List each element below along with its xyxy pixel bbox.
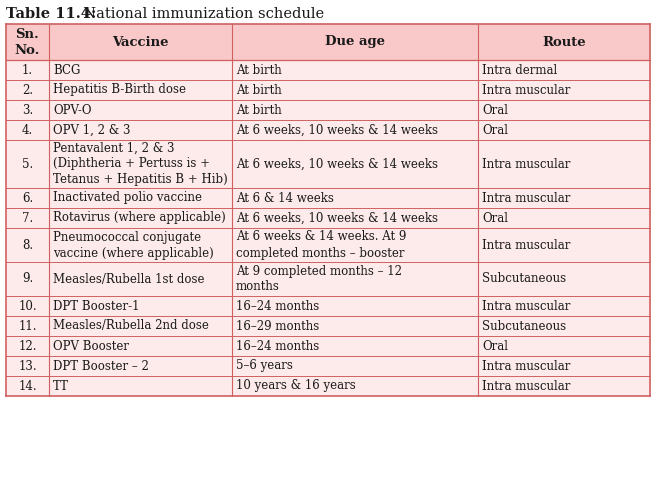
Text: At 6 weeks, 10 weeks & 14 weeks: At 6 weeks, 10 weeks & 14 weeks (236, 212, 438, 225)
Text: At 6 weeks & 14 weeks. At 9
completed months – booster: At 6 weeks & 14 weeks. At 9 completed mo… (236, 231, 406, 259)
Text: 10.: 10. (18, 299, 37, 312)
Text: 13.: 13. (18, 359, 37, 372)
Text: OPV 1, 2 & 3: OPV 1, 2 & 3 (53, 123, 131, 137)
Text: Measles/Rubella 1st dose: Measles/Rubella 1st dose (53, 272, 205, 285)
Bar (6, 336, 650, 356)
Text: 2.: 2. (22, 83, 33, 96)
Text: BCG: BCG (53, 63, 81, 76)
Text: 16–29 months: 16–29 months (236, 319, 319, 332)
Text: Rotavirus (where applicable): Rotavirus (where applicable) (53, 212, 226, 225)
Text: Intra muscular: Intra muscular (482, 359, 570, 372)
Text: Oral: Oral (482, 339, 508, 352)
Text: OPV-O: OPV-O (53, 103, 91, 116)
Bar (6, 100, 650, 120)
Text: Oral: Oral (482, 103, 508, 116)
Text: Intra dermal: Intra dermal (482, 63, 557, 76)
Text: Sn.
No.: Sn. No. (15, 27, 40, 56)
Bar (6, 120, 650, 140)
Text: Measles/Rubella 2nd dose: Measles/Rubella 2nd dose (53, 319, 209, 332)
Text: Due age: Due age (325, 35, 385, 48)
Text: At birth: At birth (236, 63, 281, 76)
Text: 1.: 1. (22, 63, 33, 76)
Bar (6, 356, 650, 376)
Text: 7.: 7. (22, 212, 33, 225)
Text: Subcutaneous: Subcutaneous (482, 319, 566, 332)
Text: At birth: At birth (236, 83, 281, 96)
Text: Route: Route (543, 35, 586, 48)
Text: 16–24 months: 16–24 months (236, 299, 319, 312)
Bar (6, 228, 650, 262)
Text: 4.: 4. (22, 123, 33, 137)
Text: Intra muscular: Intra muscular (482, 239, 570, 251)
Bar (6, 296, 650, 316)
Text: At 9 completed months – 12
months: At 9 completed months – 12 months (236, 264, 402, 293)
Text: 9.: 9. (22, 272, 33, 285)
Text: Pneumococcal conjugate
vaccine (where applicable): Pneumococcal conjugate vaccine (where ap… (53, 231, 214, 259)
Text: At 6 & 14 weeks: At 6 & 14 weeks (236, 192, 334, 205)
Text: 11.: 11. (18, 319, 37, 332)
Text: 5–6 years: 5–6 years (236, 359, 293, 372)
Bar (6, 60, 650, 80)
Text: Intra muscular: Intra muscular (482, 299, 570, 312)
Text: Pentavalent 1, 2 & 3
(Diphtheria + Pertuss is +
Tetanus + Hepatitis B + Hib): Pentavalent 1, 2 & 3 (Diphtheria + Pertu… (53, 142, 228, 187)
Bar (6, 262, 650, 296)
Text: Intra muscular: Intra muscular (482, 380, 570, 393)
Text: Subcutaneous: Subcutaneous (482, 272, 566, 285)
Bar (6, 208, 650, 228)
Text: Oral: Oral (482, 212, 508, 225)
Text: 8.: 8. (22, 239, 33, 251)
Text: DPT Booster-1: DPT Booster-1 (53, 299, 140, 312)
Text: OPV Booster: OPV Booster (53, 339, 129, 352)
Bar (6, 316, 650, 336)
Text: 3.: 3. (22, 103, 33, 116)
Text: 12.: 12. (18, 339, 37, 352)
Text: DPT Booster – 2: DPT Booster – 2 (53, 359, 149, 372)
Bar (6, 376, 650, 396)
Text: At 6 weeks, 10 weeks & 14 weeks: At 6 weeks, 10 weeks & 14 weeks (236, 158, 438, 171)
Text: Oral: Oral (482, 123, 508, 137)
Bar (6, 140, 650, 188)
Text: Intra muscular: Intra muscular (482, 192, 570, 205)
Text: 5.: 5. (22, 158, 33, 171)
Text: Inactivated polio vaccine: Inactivated polio vaccine (53, 192, 202, 205)
Text: 14.: 14. (18, 380, 37, 393)
Text: Vaccine: Vaccine (112, 35, 169, 48)
Text: At 6 weeks, 10 weeks & 14 weeks: At 6 weeks, 10 weeks & 14 weeks (236, 123, 438, 137)
Text: National immunization schedule: National immunization schedule (74, 7, 324, 21)
Text: 10 years & 16 years: 10 years & 16 years (236, 380, 356, 393)
Text: Hepatitis B-Birth dose: Hepatitis B-Birth dose (53, 83, 186, 96)
Bar (6, 24, 650, 60)
Text: 6.: 6. (22, 192, 33, 205)
Text: Intra muscular: Intra muscular (482, 83, 570, 96)
Text: 16–24 months: 16–24 months (236, 339, 319, 352)
Bar (6, 80, 650, 100)
Text: At birth: At birth (236, 103, 281, 116)
Text: Intra muscular: Intra muscular (482, 158, 570, 171)
Text: TT: TT (53, 380, 69, 393)
Text: Table 11.4:: Table 11.4: (6, 7, 96, 21)
Bar (6, 188, 650, 208)
